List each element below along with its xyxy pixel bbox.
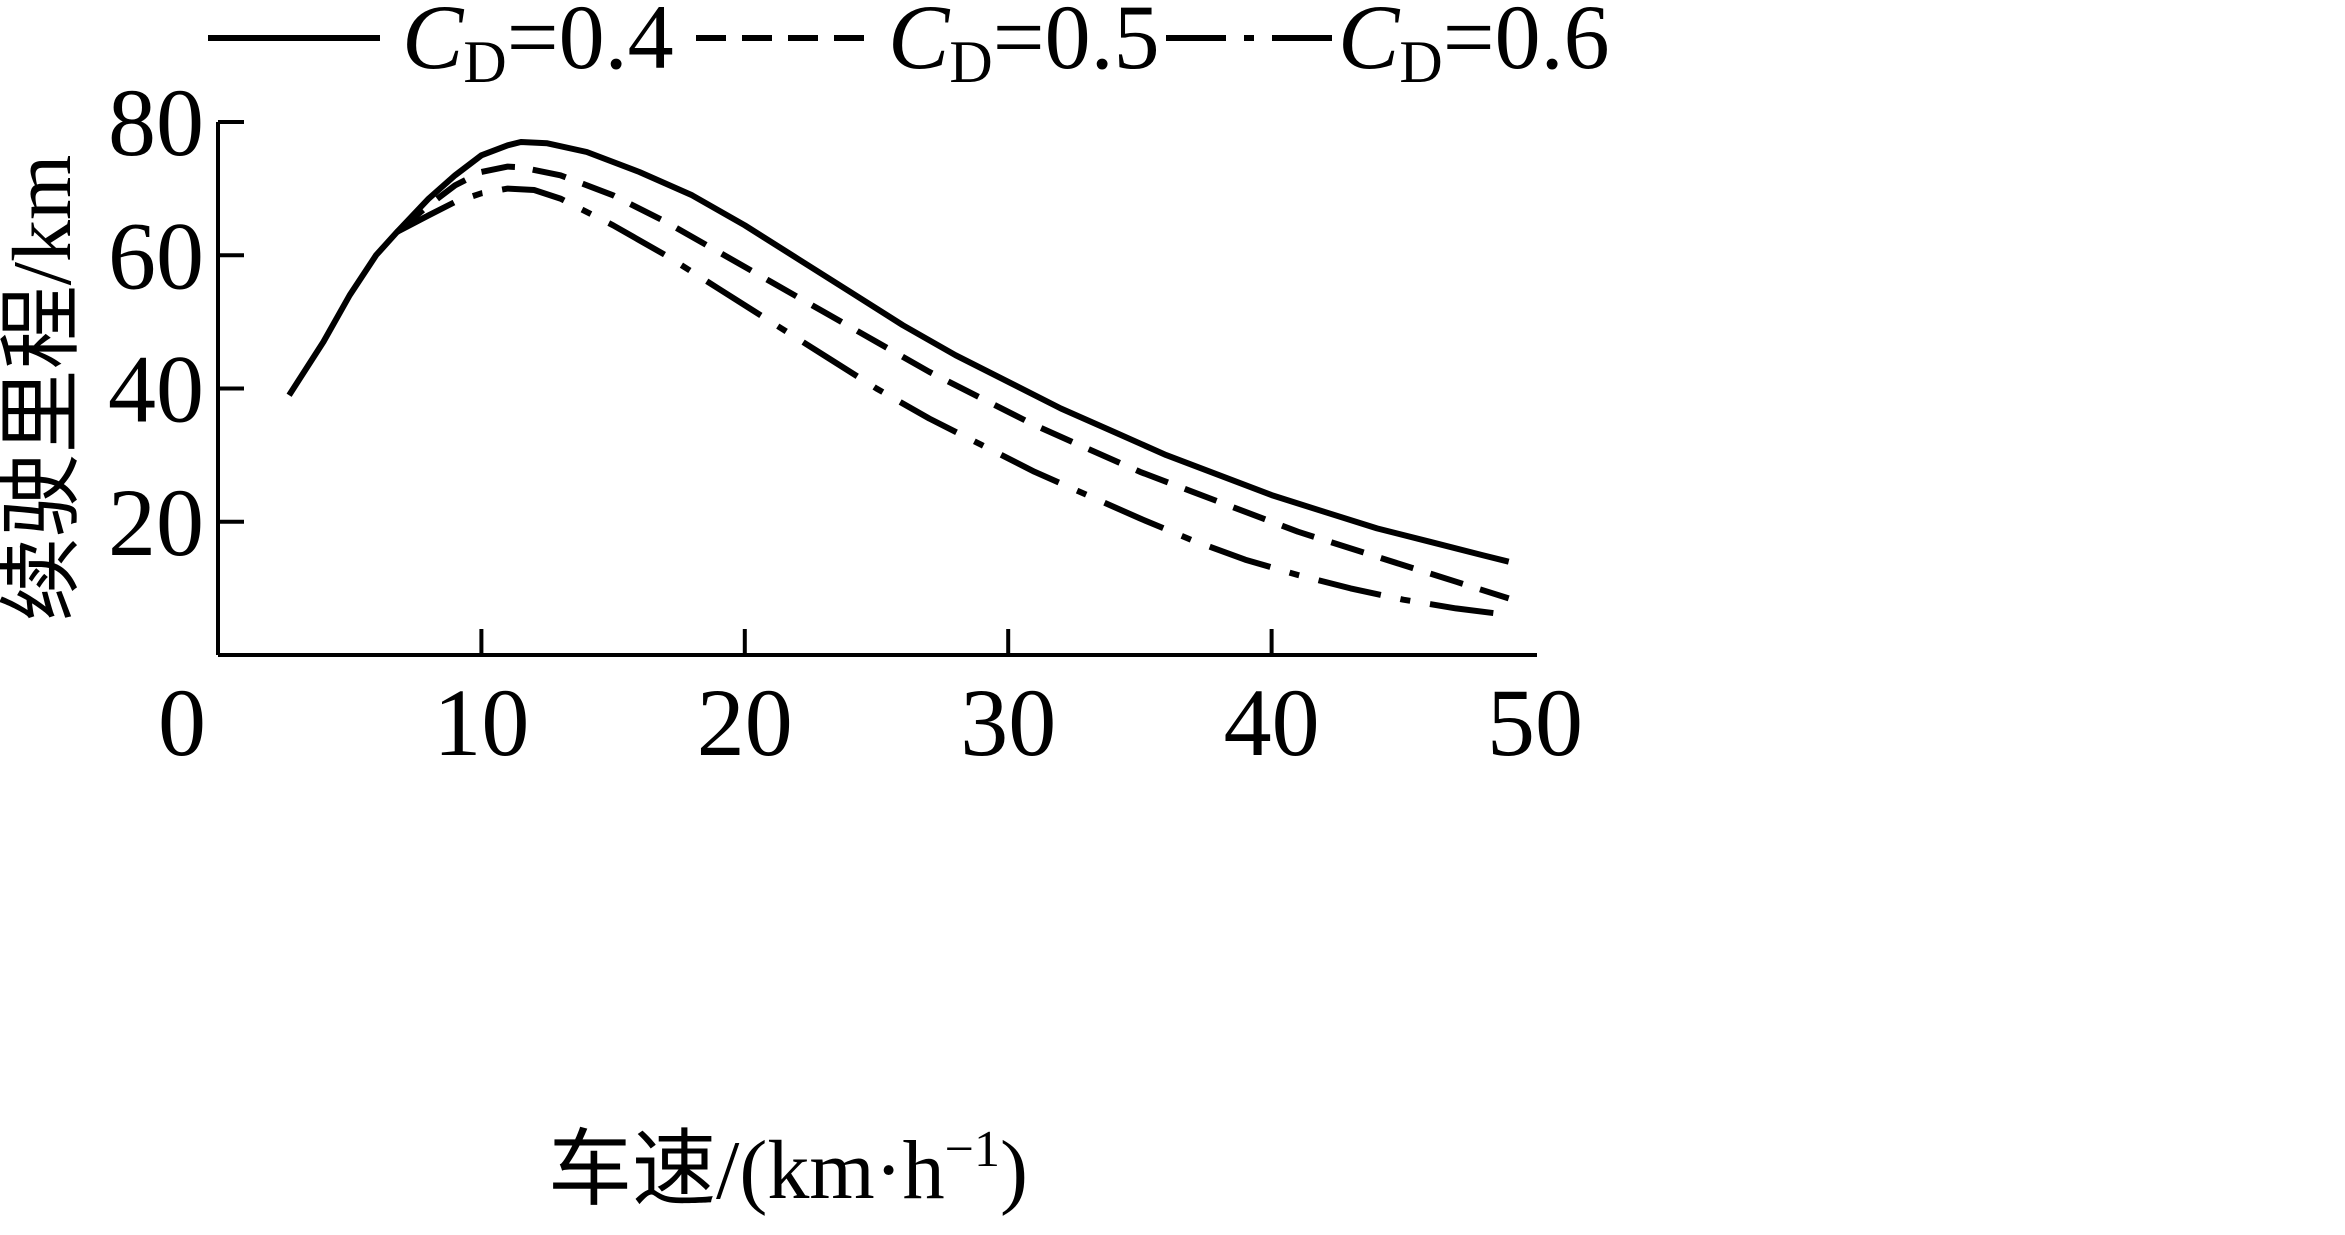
axes: 20 40 60 80 0 10 20 30 40 50 (108, 69, 1583, 776)
y-tick-label: 20 (108, 469, 204, 576)
x-axis-title-sup: −1 (945, 1121, 1000, 1178)
x-tick-label: 20 (697, 669, 793, 776)
x-tick-label: 30 (960, 669, 1056, 776)
legend-label-3: CD=0.6 (1338, 0, 1610, 95)
x-axis-title-close: ) (1000, 1124, 1028, 1217)
y-tick-label: 60 (108, 202, 204, 309)
series-line-3 (395, 185, 1510, 618)
legend-label-1: CD=0.4 (402, 0, 674, 95)
series-line-1 (286, 139, 1510, 565)
x-tick-label: 10 (433, 669, 529, 776)
y-axis-title: 续驶里程/km (0, 155, 89, 622)
x-tick-label: 0 (158, 669, 206, 776)
y-tick-label: 80 (108, 69, 204, 176)
x-tick-label: 50 (1487, 669, 1583, 776)
series-group (286, 139, 1510, 618)
y-tick-label: 40 (108, 336, 204, 443)
x-axis-title: 车速/(km·h−1) (548, 1121, 1028, 1217)
legend: CD=0.4 CD=0.5 CD=0.6 (208, 0, 1610, 95)
x-axis-title-main: 车速/(km·h (548, 1124, 945, 1217)
x-tick-label: 40 (1224, 669, 1320, 776)
series-line-2 (395, 163, 1510, 602)
legend-label-2: CD=0.5 (888, 0, 1160, 95)
